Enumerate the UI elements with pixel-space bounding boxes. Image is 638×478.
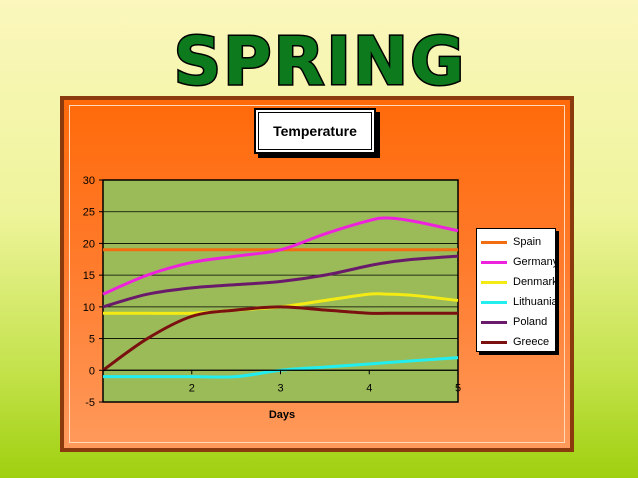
legend-label: Lithuania [513, 296, 558, 308]
legend-item: Germany [481, 252, 559, 272]
legend-swatch [481, 260, 507, 264]
legend-item: Greece [481, 332, 555, 352]
y-tick-label: 30 [83, 175, 95, 187]
chart-title-box: Temperature [254, 108, 376, 154]
legend-label: Greece [513, 336, 550, 348]
y-tick-label: 25 [83, 207, 95, 219]
chart-title: Temperature [273, 123, 357, 139]
series-lines [102, 216, 459, 379]
x-tick-label: 2 [189, 382, 195, 394]
series-line-greece [102, 305, 458, 372]
legend-label: Denmark [513, 276, 558, 288]
legend-label: Spain [513, 236, 542, 248]
legend-item: Spain [481, 232, 555, 252]
x-axis-label: Days [269, 409, 295, 421]
y-tick-label: 5 [89, 334, 95, 346]
y-tick-label: 10 [83, 302, 95, 314]
spring-banner: SPRING [172, 22, 467, 101]
legend: Spain Germany Denmark Lithuania Poland G… [476, 228, 559, 352]
y-tick-label: 0 [89, 365, 95, 377]
x-tick-label: 3 [277, 382, 283, 394]
series-line-denmark [103, 292, 459, 315]
legend-item: Poland [481, 312, 555, 332]
x-tick-label: 5 [455, 382, 461, 394]
legend-item: Lithuania [481, 292, 558, 312]
y-axis: -5 0 5 10 15 20 25 30 [83, 175, 103, 409]
chart-panel-frame [69, 105, 565, 443]
series-line-lithuania [103, 356, 459, 379]
y-tick-label: 15 [83, 270, 95, 282]
legend-swatch [481, 280, 507, 284]
legend-label: Germany [513, 256, 559, 268]
legend-swatch [481, 300, 507, 304]
x-axis: 2 3 4 5 [103, 369, 461, 394]
y-tick-label: 20 [83, 238, 95, 250]
legend-swatch [481, 240, 507, 244]
x-tick-label: 4 [366, 382, 372, 394]
y-tick-label: -5 [85, 397, 95, 409]
legend-swatch [481, 340, 507, 344]
chart-title-frame [258, 112, 372, 150]
series-line-germany [102, 216, 459, 296]
spring-title: SPRING [174, 23, 467, 100]
legend-label: Poland [513, 316, 548, 328]
legend-swatch [481, 320, 507, 324]
series-line-poland [102, 254, 459, 309]
legend-item: Denmark [481, 272, 558, 292]
